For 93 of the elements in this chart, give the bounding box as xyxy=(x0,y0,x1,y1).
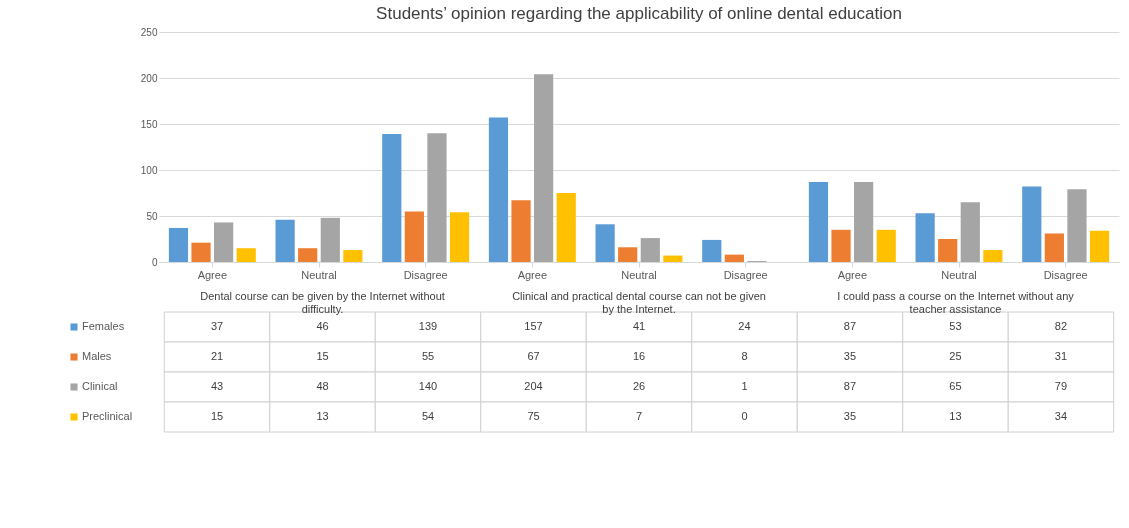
data-label: 31 xyxy=(1054,350,1068,362)
bar xyxy=(168,227,189,262)
bar xyxy=(702,239,722,262)
x-tick-label: Agree xyxy=(517,268,548,281)
bar xyxy=(663,255,683,262)
bar xyxy=(618,247,638,262)
y-tick-label: 0 xyxy=(151,256,158,268)
data-label: 25 xyxy=(949,350,962,362)
x-tick-label: Neutral xyxy=(301,268,337,281)
data-label: 75 xyxy=(527,410,540,422)
data-label: 35 xyxy=(843,350,857,362)
bar xyxy=(938,239,958,262)
bar xyxy=(320,217,340,262)
bar xyxy=(343,250,363,262)
data-label: 43 xyxy=(210,380,224,392)
x-tick-label: Disagree xyxy=(1043,268,1088,281)
data-label: 204 xyxy=(524,380,543,392)
data-label: 79 xyxy=(1054,380,1068,392)
bar xyxy=(534,74,554,262)
bar xyxy=(640,238,660,262)
data-label: 87 xyxy=(843,380,857,392)
bar xyxy=(595,224,615,262)
bar xyxy=(382,134,402,262)
bar xyxy=(915,213,935,262)
bar xyxy=(960,202,980,262)
data-label: 7 xyxy=(635,410,643,422)
legend-label: Females xyxy=(82,320,125,332)
bar xyxy=(449,212,470,262)
x-tick-label: Agree xyxy=(837,268,868,281)
data-label: 157 xyxy=(524,320,543,332)
text: Clinical and practical dental course can not be given by the Internet. xyxy=(512,290,766,315)
bar xyxy=(1044,233,1064,262)
x-tick-label: Neutral xyxy=(621,268,657,281)
data-label: 140 xyxy=(418,380,438,392)
data-label: 41 xyxy=(632,320,646,332)
bar xyxy=(236,248,256,262)
bar xyxy=(511,200,531,262)
data-label: 65 xyxy=(949,380,962,392)
bar xyxy=(214,222,234,262)
data-label: 13 xyxy=(949,410,962,422)
text: Dental course can be given by the Internet without difficulty. xyxy=(200,290,445,315)
y-tick-label: 200 xyxy=(140,72,158,84)
legend-label: Clinical xyxy=(82,380,118,392)
x-tick-label: Neutral xyxy=(941,268,977,281)
bar xyxy=(983,250,1003,262)
bar xyxy=(1022,186,1042,262)
data-label: 82 xyxy=(1054,320,1068,332)
legend-label: Males xyxy=(82,350,112,362)
data-label: 67 xyxy=(527,350,540,362)
data-label: 55 xyxy=(421,350,435,362)
bar xyxy=(808,181,829,262)
data-label: 8 xyxy=(741,350,748,362)
data-label: 15 xyxy=(316,350,329,362)
data-label: 46 xyxy=(316,320,329,332)
data-label: 1 xyxy=(741,380,748,392)
data-label: 53 xyxy=(949,320,962,332)
data-label: 0 xyxy=(741,410,748,422)
bar xyxy=(831,229,851,262)
bar xyxy=(298,248,318,262)
bar xyxy=(404,211,424,262)
data-label: 37 xyxy=(210,320,224,332)
bar xyxy=(275,219,295,262)
bar xyxy=(488,117,509,262)
bar xyxy=(876,229,896,262)
bar xyxy=(427,133,447,262)
y-tick-label: 50 xyxy=(146,210,158,222)
data-label: 24 xyxy=(738,320,751,332)
data-label: 15 xyxy=(210,410,224,422)
legend-label: Preclinical xyxy=(82,410,133,422)
x-tick-label: Agree xyxy=(197,268,228,281)
data-label: 26 xyxy=(632,380,646,392)
data-label: 54 xyxy=(421,410,435,422)
data-label: 48 xyxy=(316,380,329,392)
data-label: 34 xyxy=(1054,410,1068,422)
bar xyxy=(724,254,744,262)
data-label: 139 xyxy=(418,320,438,332)
text: I could pass a course on the Internet without any teacher assistance xyxy=(837,290,1075,315)
bar xyxy=(191,242,211,262)
y-tick-label: 250 xyxy=(140,26,158,38)
bar xyxy=(556,193,576,262)
bar xyxy=(854,181,874,262)
bar xyxy=(1089,230,1110,262)
x-tick-label: Disagree xyxy=(403,268,448,281)
data-label: 21 xyxy=(210,350,224,362)
data-label: 35 xyxy=(843,410,857,422)
data-label: 13 xyxy=(316,410,329,422)
x-tick-label: Disagree xyxy=(723,268,768,281)
chart-title: Students’ opinion regarding the applicability of online dental education xyxy=(376,4,902,23)
y-tick-label: 150 xyxy=(140,118,158,130)
data-label: 87 xyxy=(843,320,857,332)
bar xyxy=(1067,189,1087,262)
data-label: 16 xyxy=(632,350,646,362)
y-tick-label: 100 xyxy=(140,164,158,176)
